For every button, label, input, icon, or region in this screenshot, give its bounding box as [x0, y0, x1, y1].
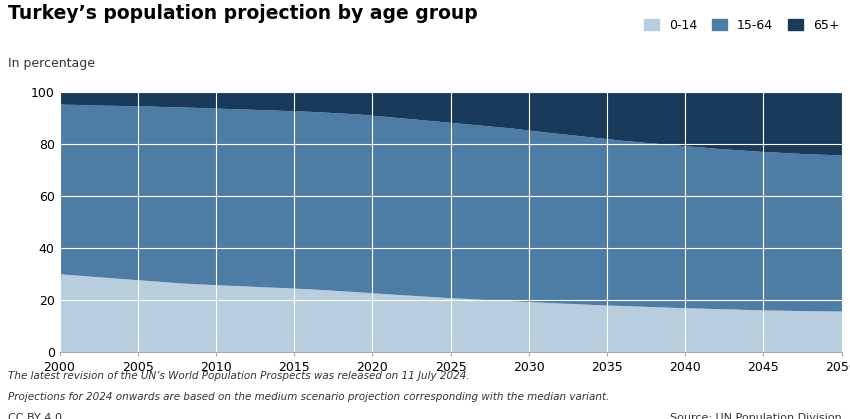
Text: The latest revision of the UN’s World Population Prospects was released on 11 Ju: The latest revision of the UN’s World Po…	[8, 371, 470, 381]
Text: Source: UN Population Division: Source: UN Population Division	[670, 413, 842, 419]
Text: Turkey’s population projection by age group: Turkey’s population projection by age gr…	[8, 4, 479, 23]
Text: CC BY 4.0: CC BY 4.0	[8, 413, 63, 419]
Text: Projections for 2024 onwards are based on the medium scenario projection corresp: Projections for 2024 onwards are based o…	[8, 392, 609, 402]
Legend: 0-14, 15-64, 65+: 0-14, 15-64, 65+	[643, 19, 840, 32]
Text: In percentage: In percentage	[8, 57, 95, 70]
